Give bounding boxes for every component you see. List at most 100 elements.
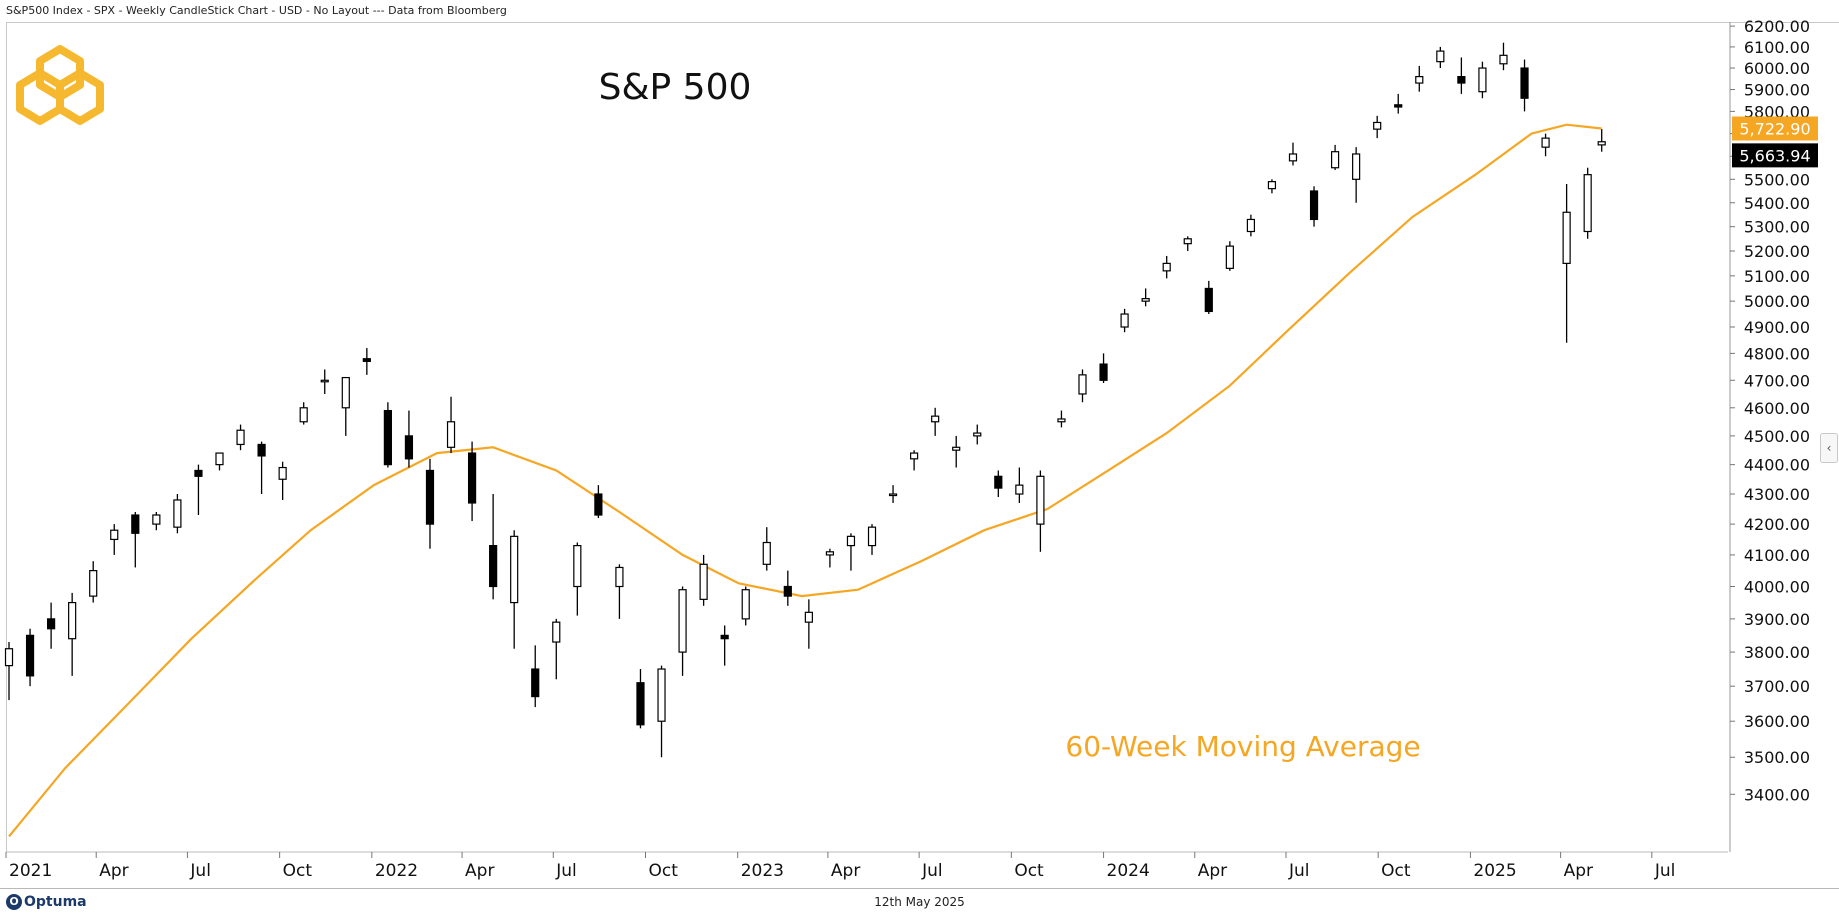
candle: [931, 407, 940, 436]
candle: [341, 376, 350, 436]
candle: [1597, 129, 1606, 152]
y-axis: 3400.00 3500.00 3600.00 3700.00 3800.00 3900.…: [1729, 17, 1810, 852]
candle-body-up: [152, 514, 161, 525]
x-tick-label: Oct: [1014, 861, 1044, 881]
candle: [1330, 144, 1340, 171]
y-tick-label: 4100.00: [1744, 546, 1810, 565]
x-tick-label: Apr: [1564, 861, 1593, 881]
collapse-panel-handle[interactable]: ‹: [1820, 433, 1838, 463]
candle: [1478, 61, 1487, 99]
candle-body-up: [1246, 218, 1255, 233]
candle: [47, 602, 56, 649]
y-tick-label: 4400.00: [1744, 456, 1810, 475]
candle: [1267, 179, 1277, 194]
candle: [1246, 214, 1255, 237]
price-last-badge-bg: [1732, 143, 1818, 168]
candle: [278, 461, 287, 500]
footer-date: 12th May 2025: [874, 895, 965, 909]
candle-body-down: [194, 469, 203, 477]
x-tick-label: Apr: [99, 861, 128, 881]
candle: [299, 402, 308, 425]
ma-last-badge: 5,722.90: [1732, 116, 1818, 141]
candle: [446, 396, 456, 454]
y-tick-label: 4900.00: [1744, 318, 1810, 337]
candle: [1499, 42, 1508, 71]
candle: [89, 561, 98, 603]
candle: [1583, 167, 1592, 239]
x-tick-label: Jul: [555, 861, 577, 881]
candle-body-down: [1099, 363, 1108, 381]
candle-body-up: [1436, 50, 1445, 63]
candle: [846, 533, 856, 571]
chart-frame: [6, 22, 1839, 852]
candle-body-up: [510, 535, 519, 604]
candle-body-up: [678, 589, 687, 653]
candle-body-down: [47, 618, 56, 630]
candle-body-down: [1204, 287, 1213, 313]
candle: [699, 554, 708, 606]
candle-body-down: [425, 469, 435, 525]
candle: [783, 570, 792, 606]
y-tick-label: 4300.00: [1744, 485, 1810, 504]
candle-body-up: [320, 379, 329, 383]
candle-body-up: [1288, 153, 1298, 162]
candles-layer: [4, 42, 1606, 758]
candle: [1562, 183, 1571, 343]
candle-body-down: [257, 443, 266, 457]
candle: [1288, 142, 1298, 166]
candle-body-up: [1478, 67, 1487, 93]
candle: [1394, 93, 1403, 114]
candle-body-up: [573, 545, 582, 588]
candle-body-up: [1330, 151, 1340, 169]
x-tick-label: Oct: [1381, 861, 1411, 881]
candle-body-down: [594, 493, 603, 516]
x-tick-label: Apr: [465, 861, 494, 881]
candle: [110, 524, 119, 555]
x-tick-label: Oct: [283, 861, 313, 881]
candle-body-up: [888, 493, 898, 497]
candle: [510, 530, 519, 649]
x-tick-label: Jul: [921, 861, 943, 881]
candle: [320, 369, 329, 394]
candle-body-down: [383, 409, 392, 466]
candle: [531, 645, 540, 708]
candle-body-down: [531, 668, 540, 698]
price-last-badge: 5,663.94: [1732, 143, 1818, 168]
candle: [68, 592, 77, 676]
y-tick-label: 5100.00: [1744, 267, 1810, 286]
candle-body-down: [1394, 104, 1403, 108]
ma-last-badge-label: 5,722.90: [1739, 120, 1810, 139]
candle-body-up: [1583, 174, 1592, 233]
optuma-logo-icon: O: [6, 894, 22, 910]
y-tick-label: 4500.00: [1744, 427, 1810, 446]
optuma-brand-label: Optuma: [24, 894, 87, 910]
candle-body-up: [215, 452, 224, 466]
candle: [636, 669, 645, 729]
candle-body-up: [236, 429, 245, 446]
candle: [467, 441, 477, 522]
x-tick-label: 2021: [9, 861, 52, 881]
y-tick-label: 5500.00: [1744, 170, 1810, 189]
candle-body-down: [362, 358, 371, 362]
candle: [404, 410, 414, 468]
candle-body-up: [552, 621, 561, 643]
candle: [383, 402, 392, 468]
candle-body-down: [1520, 67, 1529, 99]
y-tick-label: 4600.00: [1744, 399, 1810, 418]
candle: [4, 642, 14, 701]
candle: [425, 458, 435, 549]
candle: [1436, 46, 1445, 69]
candle: [152, 511, 161, 531]
candle-body-up: [804, 611, 813, 623]
candle: [910, 450, 919, 471]
brand-logo-icon: [16, 45, 104, 125]
candle-body-up: [973, 432, 982, 437]
candle-body-up: [741, 589, 750, 620]
candle-body-up: [68, 601, 77, 640]
candle: [1352, 147, 1361, 203]
x-tick-label: Jul: [1654, 861, 1676, 881]
candle: [973, 424, 982, 445]
candle-body-down: [994, 475, 1003, 489]
candle: [741, 586, 750, 626]
candle-body-up: [867, 526, 877, 547]
